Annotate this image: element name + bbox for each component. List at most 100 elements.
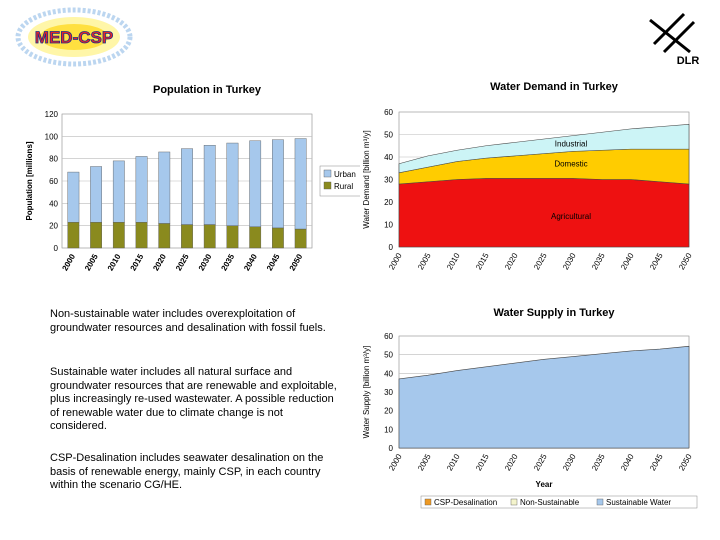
x-tick-label: 2035 — [219, 252, 236, 272]
bar-urban — [226, 142, 239, 226]
y-tick-label: 50 — [384, 131, 393, 140]
x-tick-label: 2015 — [474, 251, 491, 271]
bar-rural — [272, 227, 284, 249]
x-tick-label: 2035 — [590, 251, 607, 271]
y-tick-label: 80 — [49, 155, 58, 164]
y-tick-label: 20 — [49, 222, 58, 231]
y-tick-label: 0 — [389, 444, 394, 453]
legend-label-rural: Rural — [334, 182, 353, 191]
x-tick-label: 2020 — [503, 251, 520, 271]
y-axis-label: Water Supply [billion m³/y] — [362, 346, 371, 439]
bar-urban — [249, 140, 262, 227]
bar-rural — [181, 224, 193, 249]
legend-label-non-sustainable: Non-Sustainable — [520, 498, 580, 507]
y-axis-label: Population [millions] — [25, 141, 34, 220]
water-supply-chart: Water Supply in Turkey0102030405060Water… — [362, 307, 698, 509]
x-tick-label: 2035 — [590, 452, 607, 472]
bar-rural — [67, 222, 80, 249]
bar-urban — [181, 148, 193, 225]
water-supply-chart-title: Water Supply in Turkey — [493, 307, 615, 319]
x-tick-label: 2005 — [83, 252, 100, 272]
y-tick-label: 10 — [384, 221, 393, 230]
legend-swatch-urban — [323, 169, 332, 178]
x-tick-label: 2000 — [60, 252, 77, 272]
annotation-agricultural: Agricultural — [551, 212, 591, 221]
bar-rural — [294, 228, 307, 249]
x-tick-label: 2040 — [242, 252, 259, 272]
y-tick-label: 20 — [384, 198, 393, 207]
bar-rural — [112, 222, 125, 249]
bar-urban — [203, 145, 216, 225]
water-demand-chart-title: Water Demand in Turkey — [490, 81, 619, 93]
x-tick-label: 2025 — [174, 252, 191, 272]
x-tick-label: 2040 — [619, 251, 636, 271]
bar-rural — [135, 222, 148, 249]
area-industrial — [398, 124, 690, 174]
y-tick-label: 30 — [384, 388, 393, 397]
x-tick-label: 2050 — [677, 251, 694, 271]
y-tick-label: 40 — [384, 369, 393, 378]
bar-urban — [158, 151, 171, 224]
med-csp-logo-text: MED-CSP — [35, 28, 113, 47]
med-csp-logo: MED-CSP — [15, 7, 133, 67]
bar-rural — [226, 225, 239, 249]
bar-rural — [158, 223, 171, 249]
legend-label-csp-desalination: CSP-Desalination — [434, 498, 497, 507]
bar-rural — [203, 224, 216, 249]
y-tick-label: 0 — [54, 244, 59, 253]
bar-rural — [90, 222, 102, 249]
x-tick-label: 2025 — [532, 452, 549, 472]
x-tick-label: 2020 — [151, 252, 168, 272]
water-demand-chart: Water Demand in Turkey0102030405060Water… — [362, 81, 694, 271]
x-tick-label: 2015 — [129, 252, 146, 272]
x-tick-label: 2045 — [265, 252, 282, 272]
legend-swatch-sustainable-water — [596, 498, 604, 506]
x-tick-label: 2040 — [619, 452, 636, 472]
x-tick-label: 2000 — [387, 251, 404, 271]
y-tick-label: 40 — [49, 199, 58, 208]
x-tick-label: 2015 — [474, 452, 491, 472]
x-tick-label: 2010 — [106, 252, 123, 272]
x-tick-label: 2025 — [532, 251, 549, 271]
bar-urban — [272, 139, 284, 229]
y-tick-label: 10 — [384, 425, 393, 434]
x-tick-label: 2010 — [445, 452, 462, 472]
dlr-logo: DLR — [649, 12, 700, 67]
legend-label-sustainable-water: Sustainable Water — [606, 498, 671, 507]
x-tick-label: 2030 — [197, 252, 214, 272]
y-tick-label: 50 — [384, 351, 393, 360]
bar-rural — [249, 226, 262, 249]
x-tick-label: 2005 — [416, 452, 433, 472]
x-tick-label: 2005 — [416, 251, 433, 271]
legend-swatch-csp-desalination — [424, 498, 432, 506]
area-sustainable — [398, 345, 690, 449]
x-axis-label: Year — [536, 480, 553, 489]
x-tick-label: 2030 — [561, 452, 578, 472]
y-tick-label: 30 — [384, 176, 393, 185]
y-axis-label: Water Demand [billion m³/y] — [362, 130, 371, 228]
bar-urban — [135, 156, 148, 223]
bar-urban — [294, 138, 307, 230]
y-tick-label: 120 — [45, 110, 59, 119]
annotation-industrial: Industrial — [555, 140, 588, 149]
dlr-logo-text: DLR — [677, 55, 700, 67]
legend-box — [420, 495, 698, 509]
paragraph-non-sustainable: Non-sustainable water includes overexplo… — [50, 308, 326, 334]
x-tick-label: 2045 — [648, 251, 665, 271]
bar-urban — [90, 166, 102, 223]
paragraph-sustainable: Sustainable water includes all natural s… — [50, 366, 337, 432]
y-tick-label: 60 — [49, 177, 58, 186]
y-tick-label: 0 — [389, 243, 394, 252]
y-tick-label: 60 — [384, 108, 393, 117]
x-tick-label: 2000 — [387, 452, 404, 472]
y-tick-label: 40 — [384, 153, 393, 162]
y-tick-label: 20 — [384, 407, 393, 416]
population-chart-title: Population in Turkey — [153, 84, 262, 96]
x-tick-label: 2030 — [561, 251, 578, 271]
legend-swatch-non-sustainable — [510, 498, 518, 506]
y-tick-label: 60 — [384, 332, 393, 341]
area-agricultural — [398, 178, 690, 248]
annotation-domestic: Domestic — [554, 160, 587, 169]
population-chart: Population in Turkey020406080100120Popul… — [25, 84, 360, 272]
y-tick-label: 100 — [45, 132, 59, 141]
